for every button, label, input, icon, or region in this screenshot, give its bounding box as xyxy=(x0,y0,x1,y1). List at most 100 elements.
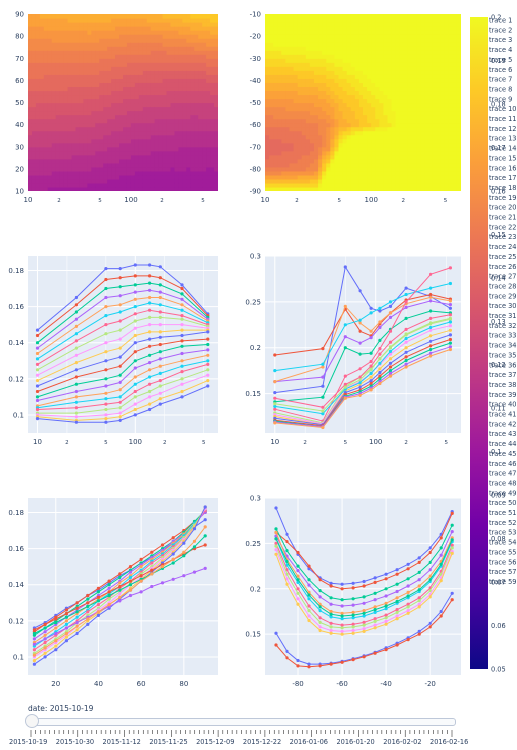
data-point[interactable] xyxy=(104,305,108,309)
data-point[interactable] xyxy=(35,341,40,345)
data-point[interactable] xyxy=(64,635,68,639)
data-point[interactable] xyxy=(118,294,122,298)
data-point[interactable] xyxy=(118,400,122,404)
data-point[interactable] xyxy=(404,346,408,350)
data-point[interactable] xyxy=(104,359,108,363)
data-point[interactable] xyxy=(182,574,186,578)
data-point[interactable] xyxy=(378,338,382,342)
data-point[interactable] xyxy=(133,366,137,370)
data-point[interactable] xyxy=(180,314,184,318)
data-point[interactable] xyxy=(180,283,184,287)
series-line[interactable] xyxy=(274,339,451,427)
data-point[interactable] xyxy=(118,572,122,576)
data-point[interactable] xyxy=(448,333,452,337)
data-point[interactable] xyxy=(180,297,184,301)
data-point[interactable] xyxy=(118,581,122,585)
data-point[interactable] xyxy=(74,346,78,350)
data-point[interactable] xyxy=(75,610,79,614)
data-point[interactable] xyxy=(64,608,68,612)
data-point[interactable] xyxy=(74,382,78,386)
data-point[interactable] xyxy=(35,346,40,350)
data-point[interactable] xyxy=(321,375,325,379)
data-point[interactable] xyxy=(273,407,277,411)
data-point[interactable] xyxy=(64,639,68,643)
data-point[interactable] xyxy=(448,347,452,352)
data-point[interactable] xyxy=(133,263,137,267)
data-point[interactable] xyxy=(74,395,78,399)
data-point[interactable] xyxy=(448,316,452,320)
data-point[interactable] xyxy=(96,613,100,618)
series-line[interactable] xyxy=(274,346,451,428)
data-point[interactable] xyxy=(273,404,277,408)
data-point[interactable] xyxy=(148,337,152,341)
data-point[interactable] xyxy=(321,384,325,388)
data-point[interactable] xyxy=(118,276,122,280)
data-point[interactable] xyxy=(104,377,108,381)
data-point[interactable] xyxy=(180,292,184,296)
data-point[interactable] xyxy=(378,377,382,381)
data-point[interactable] xyxy=(75,601,79,605)
series-line[interactable] xyxy=(274,317,451,412)
data-point[interactable] xyxy=(378,357,382,361)
data-point[interactable] xyxy=(35,417,40,421)
data-point[interactable] xyxy=(133,359,137,363)
data-point[interactable] xyxy=(378,347,382,351)
data-point[interactable] xyxy=(128,565,133,569)
data-point[interactable] xyxy=(75,624,79,628)
data-point[interactable] xyxy=(358,367,362,371)
data-point[interactable] xyxy=(448,345,452,349)
data-point[interactable] xyxy=(32,659,37,663)
data-point[interactable] xyxy=(118,395,122,399)
data-point[interactable] xyxy=(429,272,433,276)
data-point[interactable] xyxy=(148,330,152,334)
data-point[interactable] xyxy=(273,369,277,373)
data-point[interactable] xyxy=(74,303,78,307)
data-point[interactable] xyxy=(118,337,122,341)
data-point[interactable] xyxy=(448,320,452,324)
data-point[interactable] xyxy=(206,373,210,377)
data-point[interactable] xyxy=(358,393,362,397)
data-point[interactable] xyxy=(133,402,137,406)
data-point[interactable] xyxy=(160,581,165,585)
data-point[interactable] xyxy=(203,543,207,547)
data-point[interactable] xyxy=(429,344,433,348)
data-point[interactable] xyxy=(180,317,184,321)
data-point[interactable] xyxy=(32,648,37,652)
data-point[interactable] xyxy=(150,572,154,576)
data-point[interactable] xyxy=(43,646,47,650)
series-line[interactable] xyxy=(274,283,451,372)
data-point[interactable] xyxy=(104,397,108,401)
data-point[interactable] xyxy=(343,346,347,350)
data-point[interactable] xyxy=(43,622,47,627)
data-point[interactable] xyxy=(118,388,122,392)
data-point[interactable] xyxy=(54,644,58,648)
data-point[interactable] xyxy=(429,309,433,313)
data-point[interactable] xyxy=(139,590,143,594)
data-point[interactable] xyxy=(203,505,207,509)
data-point[interactable] xyxy=(206,337,210,341)
data-point[interactable] xyxy=(75,631,79,636)
data-point[interactable] xyxy=(158,364,162,368)
data-point[interactable] xyxy=(148,375,152,379)
data-point[interactable] xyxy=(54,617,58,621)
data-point[interactable] xyxy=(358,352,362,356)
data-point[interactable] xyxy=(148,368,152,372)
data-point[interactable] xyxy=(128,588,133,592)
data-point[interactable] xyxy=(118,364,122,368)
data-point[interactable] xyxy=(429,354,433,358)
data-point[interactable] xyxy=(86,610,90,614)
data-point[interactable] xyxy=(192,545,197,549)
data-point[interactable] xyxy=(158,283,162,287)
data-point[interactable] xyxy=(96,586,100,590)
data-point[interactable] xyxy=(148,382,152,386)
data-point[interactable] xyxy=(148,402,152,406)
data-point[interactable] xyxy=(128,579,133,583)
data-point[interactable] xyxy=(180,389,184,394)
data-point[interactable] xyxy=(133,274,137,278)
data-point[interactable] xyxy=(158,379,162,383)
data-point[interactable] xyxy=(74,389,78,394)
data-point[interactable] xyxy=(150,584,154,589)
